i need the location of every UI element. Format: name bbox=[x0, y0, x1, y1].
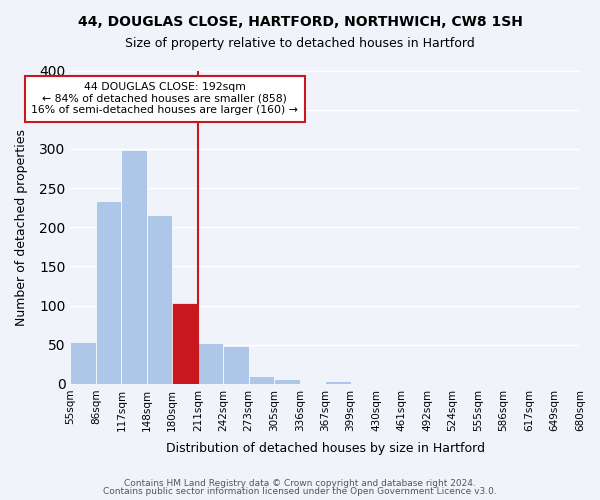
Bar bbox=[274, 379, 299, 384]
Text: Contains public sector information licensed under the Open Government Licence v3: Contains public sector information licen… bbox=[103, 487, 497, 496]
Y-axis label: Number of detached properties: Number of detached properties bbox=[15, 128, 28, 326]
Bar bbox=[223, 346, 249, 384]
Bar bbox=[70, 342, 96, 384]
Bar bbox=[172, 303, 198, 384]
Bar bbox=[121, 150, 147, 384]
Text: 44 DOUGLAS CLOSE: 192sqm
← 84% of detached houses are smaller (858)
16% of semi-: 44 DOUGLAS CLOSE: 192sqm ← 84% of detach… bbox=[31, 82, 298, 116]
X-axis label: Distribution of detached houses by size in Hartford: Distribution of detached houses by size … bbox=[166, 442, 485, 455]
Bar bbox=[147, 216, 172, 384]
Bar bbox=[325, 381, 350, 384]
Text: Size of property relative to detached houses in Hartford: Size of property relative to detached ho… bbox=[125, 38, 475, 51]
Bar bbox=[198, 343, 223, 384]
Text: Contains HM Land Registry data © Crown copyright and database right 2024.: Contains HM Land Registry data © Crown c… bbox=[124, 478, 476, 488]
Bar bbox=[96, 202, 121, 384]
Text: 44, DOUGLAS CLOSE, HARTFORD, NORTHWICH, CW8 1SH: 44, DOUGLAS CLOSE, HARTFORD, NORTHWICH, … bbox=[77, 15, 523, 29]
Bar bbox=[249, 376, 274, 384]
